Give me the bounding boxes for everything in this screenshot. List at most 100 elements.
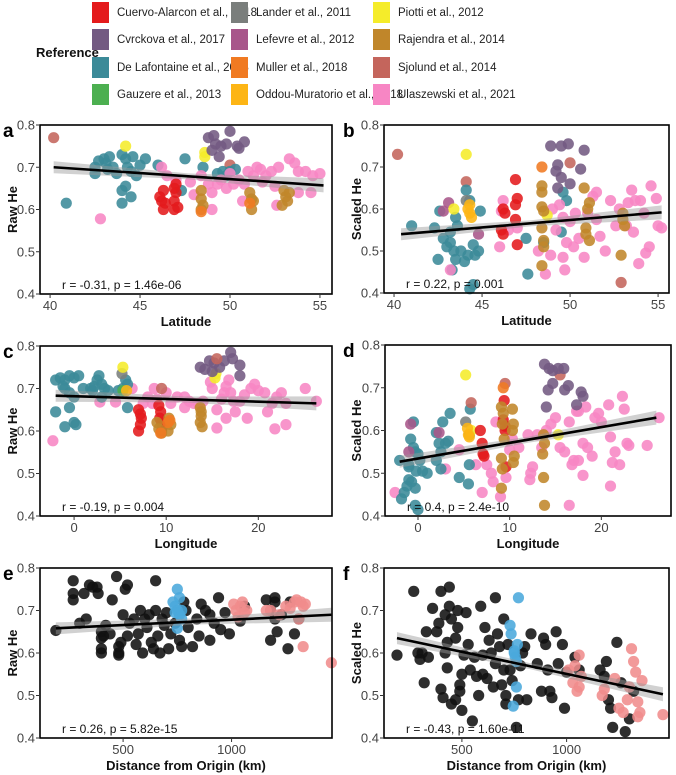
panel-letter: f	[343, 564, 350, 585]
data-point	[405, 433, 417, 445]
data-point	[299, 598, 311, 610]
data-point	[556, 638, 569, 651]
y-tick-label: 0.5	[361, 244, 379, 259]
data-point	[196, 421, 208, 433]
data-point	[430, 454, 442, 467]
legend-swatch	[92, 57, 109, 78]
data-point	[220, 412, 232, 424]
data-point	[504, 619, 516, 631]
data-point	[170, 178, 182, 190]
data-point	[616, 390, 629, 402]
data-point	[465, 211, 478, 223]
data-point	[564, 178, 576, 190]
legend-label: Gauzere et al., 2013	[117, 88, 222, 101]
data-point	[604, 702, 617, 714]
data-point	[509, 199, 522, 211]
data-point	[549, 412, 562, 424]
data-point	[226, 353, 239, 365]
data-point	[261, 406, 274, 418]
data-point	[632, 696, 644, 708]
data-point	[604, 480, 617, 492]
data-point	[510, 681, 522, 693]
data-point	[614, 459, 626, 471]
data-point	[437, 416, 449, 428]
data-point	[604, 431, 617, 443]
data-point	[489, 658, 502, 670]
data-point	[289, 157, 301, 169]
data-point	[288, 628, 301, 640]
data-point	[497, 407, 509, 419]
legend-swatch	[231, 57, 248, 78]
data-point	[132, 628, 144, 640]
data-point	[657, 709, 669, 721]
x-tick-label: 0	[70, 520, 77, 535]
correlation-annotation: r = 0.26, p = 5.82e-15	[62, 722, 178, 736]
data-point	[206, 187, 218, 199]
data-point	[473, 689, 485, 702]
data-point	[460, 176, 472, 188]
data-point	[573, 681, 585, 693]
data-point	[462, 638, 474, 651]
data-point	[450, 211, 462, 223]
data-point	[60, 197, 72, 209]
data-point	[422, 651, 434, 663]
data-point	[494, 241, 506, 253]
data-point	[297, 641, 309, 653]
data-point	[573, 649, 585, 661]
data-point	[206, 365, 218, 378]
data-point	[229, 406, 241, 418]
data-point	[460, 184, 472, 196]
data-point	[522, 268, 534, 280]
data-point	[211, 422, 223, 434]
legend-item: Lander et al., 2011	[231, 2, 351, 23]
data-point	[590, 186, 603, 198]
data-point	[121, 630, 134, 642]
x-axis-label: Longitude	[497, 536, 560, 551]
data-point	[435, 683, 447, 695]
data-point	[489, 592, 502, 604]
legend-swatch	[373, 57, 390, 78]
data-point	[460, 607, 472, 619]
data-point	[223, 374, 235, 386]
x-tick-label: 20	[251, 520, 265, 535]
y-tick-label: 0.5	[17, 244, 35, 259]
data-point	[182, 621, 194, 634]
y-axis-label: Scaled He	[349, 622, 364, 684]
data-point	[244, 197, 256, 209]
data-point	[570, 399, 583, 411]
x-tick-label: 55	[651, 297, 665, 312]
data-point	[526, 461, 539, 473]
data-point	[134, 419, 147, 431]
data-point	[159, 197, 171, 209]
data-point	[130, 638, 142, 651]
trend-line	[400, 211, 662, 236]
data-point	[535, 685, 548, 697]
data-point	[485, 647, 497, 659]
data-point	[650, 192, 662, 205]
legend-swatch	[373, 84, 390, 105]
data-point	[453, 471, 465, 484]
data-point	[552, 182, 564, 194]
data-point	[219, 607, 231, 619]
data-point	[260, 594, 272, 606]
y-tick-label: 0.7	[17, 160, 35, 175]
data-point	[195, 206, 207, 218]
data-point	[550, 626, 562, 638]
data-point	[609, 672, 621, 685]
data-point	[630, 666, 642, 678]
legend-swatch	[231, 2, 248, 23]
data-point	[213, 151, 225, 163]
data-point	[403, 446, 415, 458]
data-point	[448, 203, 460, 215]
data-point	[583, 234, 596, 247]
data-point	[599, 245, 611, 257]
data-point	[234, 359, 246, 371]
data-point	[445, 613, 458, 625]
data-point	[454, 685, 466, 697]
data-point	[444, 237, 456, 249]
y-tick-label: 0.6	[17, 202, 35, 217]
data-point	[452, 621, 464, 634]
data-point	[632, 711, 644, 723]
data-point	[197, 161, 209, 173]
data-point	[504, 664, 516, 676]
